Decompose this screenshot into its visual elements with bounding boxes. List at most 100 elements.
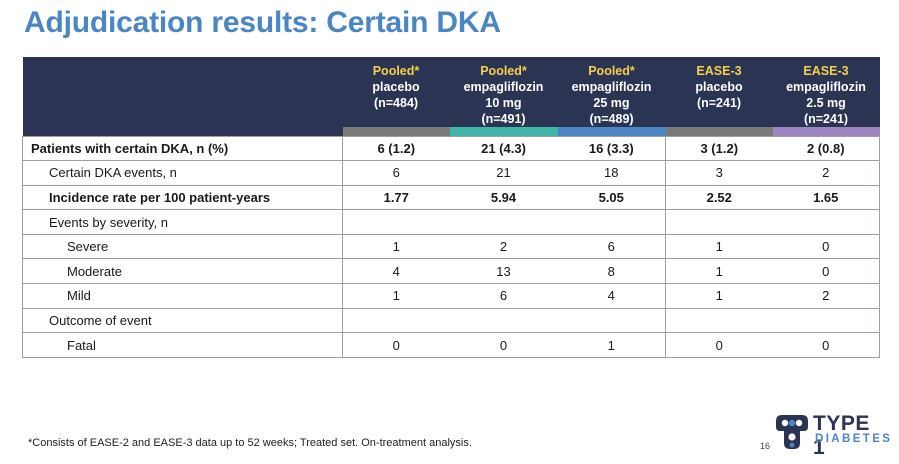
table-cell [449,209,558,235]
column-label-line: (n=489) [589,112,634,126]
column-label-line: empagliflozin [786,80,866,94]
table-cell: 3 (1.2) [665,135,773,161]
table-row: Patients with certain DKA, n (%) 6 (1.2)… [22,135,880,161]
logo-text-type1: TYPE 1 [813,412,870,459]
table-cell: 1 [557,332,666,358]
table-cell: 0 [772,332,880,358]
table-cell: 0 [665,332,773,358]
table-cell: 2.52 [665,184,773,210]
column-label-line: 25 mg [593,96,630,110]
column-color-stripe [557,127,666,136]
column-group-label: EASE-3 [803,64,849,78]
row-label: Moderate [22,258,343,284]
row-label: Severe [22,233,343,259]
column-label-line: (n=241) [696,96,742,110]
table-cell: 6 [342,160,450,186]
page-title: Adjudication results: Certain DKA [24,6,501,39]
table-cell: 0 [342,332,450,358]
table-cell: 2 [772,160,880,186]
table-cell [772,307,880,333]
table-cell [772,209,880,235]
column-color-stripe [665,127,773,136]
column-label-line: 10 mg [485,96,522,110]
row-label: Patients with certain DKA, n (%) [22,135,343,161]
column-header: Pooled* placebo (n=484) [342,57,450,127]
column-group-label: Pooled* [372,64,420,78]
table-cell: 1 [342,283,450,309]
table-cell [557,209,666,235]
table-cell: 13 [449,258,558,284]
column-color-stripe [772,127,880,136]
column-header: Pooled* empagliflozin 10 mg (n=491) [449,57,558,127]
table-cell [665,307,773,333]
page-number: 16 [760,441,771,451]
table-cell [449,307,558,333]
table-cell: 1 [665,258,773,284]
column-color-stripe [342,127,450,136]
people-icon [776,415,808,449]
table-cell: 5.94 [449,184,558,210]
table-cell: 2 [772,283,880,309]
column-label-line: (n=241) [803,112,849,126]
row-label: Incidence rate per 100 patient-years [22,184,343,210]
column-label-line: empagliflozin [463,80,544,94]
table-cell: 8 [557,258,666,284]
column-header: EASE-3 empagliflozin 2.5 mg (n=241) [772,57,880,127]
row-label: Outcome of event [22,307,343,333]
table-row: Events by severity, n [22,209,880,235]
table-cell: 2 [449,233,558,259]
table-cell: 4 [557,283,666,309]
column-header: Pooled* empagliflozin 25 mg (n=489) [557,57,666,127]
table-row: Fatal 0 0 1 0 0 [22,332,880,358]
footnote: *Consists of EASE-2 and EASE-3 data up t… [28,437,472,449]
column-label-line: (n=484) [373,96,419,110]
column-label-line: placebo [372,80,420,94]
column-group-label: Pooled* [480,64,527,78]
table-row: Outcome of event [22,307,880,333]
table-row: Severe 1 2 6 1 0 [22,233,880,259]
table-cell [342,307,450,333]
results-table: Pooled* placebo (n=484) Pooled* empaglif… [22,57,880,358]
table-cell [665,209,773,235]
table-cell: 3 [665,160,773,186]
table-cell: 5.05 [557,184,666,210]
table-cell: 6 (1.2) [342,135,450,161]
table-row: Incidence rate per 100 patient-years 1.7… [22,184,880,210]
table-cell: 0 [449,332,558,358]
color-stripe-row [22,127,880,136]
row-label: Mild [22,283,343,309]
column-header: EASE-3 placebo (n=241) [665,57,773,127]
table-row: Certain DKA events, n 6 21 18 3 2 [22,160,880,186]
table-cell: 21 (4.3) [449,135,558,161]
table-cell [557,307,666,333]
column-group-label: EASE-3 [696,64,742,78]
table-cell: 1 [342,233,450,259]
table-cell: 4 [342,258,450,284]
column-group-label: Pooled* [588,64,635,78]
column-label-line: (n=491) [481,112,526,126]
table-cell: 6 [557,233,666,259]
logo-text-diabetes: DIABETES [815,433,893,445]
table-cell: 16 (3.3) [557,135,666,161]
table-cell: 1 [665,283,773,309]
row-label: Events by severity, n [22,209,343,235]
table-cell: 1.77 [342,184,450,210]
stripe-empty [22,127,343,136]
table-cell: 0 [772,258,880,284]
table-cell: 0 [772,233,880,259]
table-cell: 2 (0.8) [772,135,880,161]
table-row: Moderate 4 13 8 1 0 [22,258,880,284]
header-empty-cell [22,57,343,127]
table-cell [342,209,450,235]
table-cell: 6 [449,283,558,309]
table-cell: 21 [449,160,558,186]
table-header-row: Pooled* placebo (n=484) Pooled* empaglif… [22,57,880,127]
column-label-line: 2.5 mg [806,96,846,110]
table-cell: 1.65 [772,184,880,210]
type1-diabetes-logo: TYPE 1 DIABETES [773,412,890,459]
column-label-line: empagliflozin [571,80,652,94]
column-color-stripe [449,127,558,136]
row-label: Certain DKA events, n [22,160,343,186]
table-cell: 18 [557,160,666,186]
row-label: Fatal [22,332,343,358]
